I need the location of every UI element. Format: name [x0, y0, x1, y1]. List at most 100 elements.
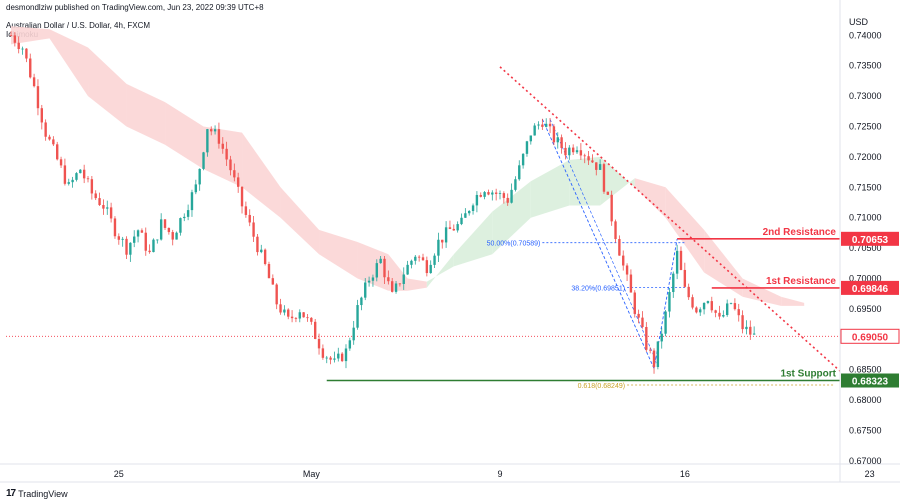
candle-body	[29, 58, 32, 78]
y-tick-label: 0.72500	[849, 122, 882, 132]
candle-body	[302, 312, 305, 318]
candle-body	[256, 236, 259, 253]
candle-body	[279, 304, 282, 313]
candle-body	[568, 147, 571, 156]
candle-body	[733, 303, 737, 310]
x-tick-label: 25	[114, 469, 124, 479]
cloud-segment	[600, 156, 635, 206]
candle-body	[313, 321, 317, 339]
cloud-segment	[742, 278, 782, 306]
candle-body	[213, 129, 217, 132]
candle-body	[394, 283, 398, 292]
candle-body	[121, 238, 124, 240]
candle-body	[710, 301, 713, 311]
candle-body	[175, 232, 178, 240]
cloud-segment	[165, 102, 204, 170]
candle-body	[506, 197, 509, 203]
cloud-segment	[569, 156, 601, 206]
candle-body	[244, 206, 248, 215]
fib-connector-line	[541, 119, 655, 369]
candle-body	[672, 273, 675, 293]
candle-body	[13, 35, 17, 43]
candle-body	[510, 189, 513, 203]
candle-body	[664, 311, 667, 334]
candle-body	[217, 129, 221, 144]
x-tick-label: 9	[498, 469, 503, 479]
level-price-text: 0.70653	[852, 235, 889, 246]
candle-body	[63, 165, 67, 184]
candle-body	[248, 214, 251, 223]
y-tick-label: 0.69500	[849, 304, 882, 314]
candle-body	[59, 159, 63, 166]
candle-body	[287, 309, 290, 317]
candle-body	[194, 184, 198, 193]
candle-body	[383, 258, 386, 278]
candle-body	[602, 164, 606, 192]
candle-body	[190, 192, 194, 211]
candle-body	[752, 333, 756, 335]
footer-brand-text: TradingView	[18, 488, 68, 499]
candle-body	[340, 353, 344, 362]
candle-body	[541, 124, 544, 127]
candle-body	[745, 326, 748, 330]
candle-body	[233, 170, 236, 178]
candle-body	[90, 179, 94, 194]
candle-body	[171, 232, 174, 240]
candle-body	[675, 250, 679, 274]
candle-body	[725, 303, 729, 315]
candle-body	[398, 283, 402, 285]
cloud-segment	[492, 181, 531, 255]
candle-body	[98, 198, 101, 206]
candle-body	[579, 150, 583, 156]
candle-body	[556, 137, 559, 143]
candle-body	[533, 125, 536, 136]
candle-body	[71, 179, 74, 183]
candle-body	[240, 186, 244, 207]
candle-body	[48, 136, 51, 140]
candle-body	[129, 242, 132, 255]
y-tick-label: 0.73500	[849, 61, 882, 71]
candle-body	[271, 278, 275, 285]
current-price-text: 0.69050	[852, 332, 889, 343]
cloud-segment	[203, 126, 243, 188]
y-tick-label: 0.74000	[849, 30, 882, 40]
candle-body	[691, 297, 694, 308]
fib-level-label: 38.20%(0.69851)	[571, 286, 625, 293]
candle-body	[198, 168, 201, 185]
level-price-text: 0.69846	[852, 284, 889, 295]
x-tick-label: 16	[680, 469, 690, 479]
candle-body	[260, 249, 263, 253]
cloud-segment	[704, 229, 743, 297]
candle-body	[652, 350, 656, 368]
cloud-segment	[426, 254, 454, 288]
candle-body	[718, 312, 721, 317]
candle-body	[560, 137, 563, 148]
y-tick-label: 0.70500	[849, 243, 882, 253]
candle-body	[479, 194, 482, 197]
candle-body	[25, 48, 28, 59]
candle-body	[679, 250, 683, 270]
candle-body	[656, 341, 660, 368]
candle-body	[283, 309, 286, 313]
candle-body	[106, 207, 109, 209]
candle-body	[391, 281, 394, 292]
candle-body	[102, 205, 105, 209]
candle-body	[606, 191, 610, 195]
candle-body	[452, 228, 455, 231]
fib-connector-line	[549, 119, 659, 366]
candle-body	[741, 315, 744, 330]
candle-body	[367, 280, 371, 283]
candle-body	[610, 194, 613, 222]
candle-body	[417, 256, 421, 258]
candle-body	[660, 333, 663, 342]
candle-body	[625, 265, 629, 275]
candle-body	[225, 148, 228, 160]
candle-body	[618, 239, 621, 256]
candle-body	[595, 162, 598, 170]
candle-body	[109, 207, 113, 219]
candle-body	[525, 141, 529, 154]
candle-body	[337, 353, 340, 359]
level-price-text: 0.68323	[852, 377, 889, 388]
candle-body	[587, 156, 590, 161]
